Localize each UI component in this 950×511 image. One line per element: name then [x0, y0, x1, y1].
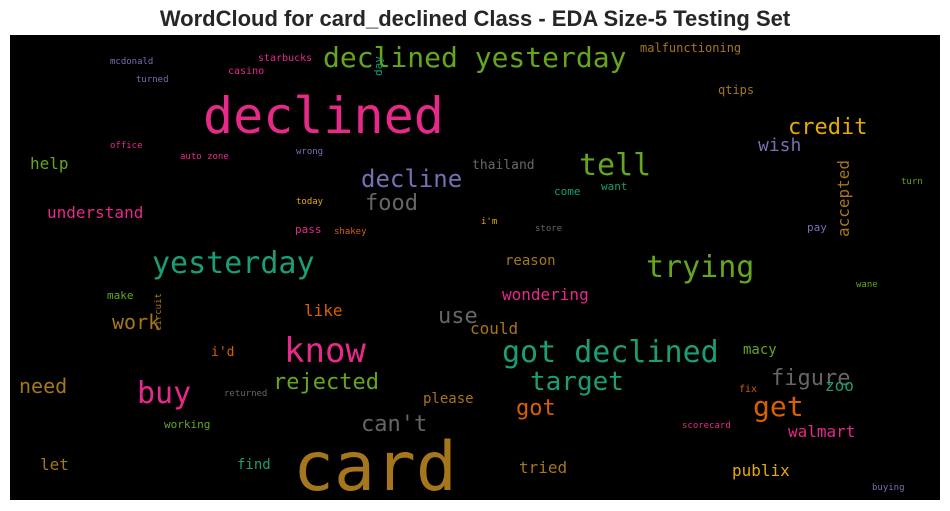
- word-wondering: wondering: [502, 285, 589, 304]
- word-turn: turn: [901, 177, 923, 187]
- word-day: day: [372, 56, 385, 76]
- word-malfunctioning: malfunctioning: [640, 41, 741, 55]
- word-get: get: [753, 390, 804, 423]
- word-rejected: rejected: [273, 370, 379, 395]
- word-returned: returned: [224, 389, 267, 399]
- word-help: help: [30, 154, 69, 173]
- word-credit: credit: [788, 115, 867, 140]
- word-yesterday: yesterday: [152, 246, 315, 281]
- word-reason: reason: [505, 253, 556, 269]
- word-circuit: circuit: [154, 293, 164, 331]
- word-declined-yesterday: declined yesterday: [323, 41, 626, 74]
- word-accepted: accepted: [834, 160, 853, 237]
- word-buying: buying: [872, 483, 905, 493]
- wordcloud-canvas: card declined declined yesterday know got de…: [10, 35, 940, 500]
- word-figure: figure: [771, 366, 850, 391]
- word-store: store: [535, 224, 562, 234]
- word-zoo: zoo: [825, 376, 854, 395]
- word-fix: fix: [739, 384, 757, 395]
- word-card: card: [293, 428, 457, 500]
- word-need: need: [19, 374, 67, 398]
- word-wish: wish: [758, 135, 801, 156]
- wordcloud-svg: card declined declined yesterday know got de…: [19, 41, 923, 500]
- word-starbucks: starbucks: [258, 53, 312, 64]
- word-please: please: [423, 391, 474, 407]
- word-decline: decline: [361, 165, 462, 193]
- word-work: work: [112, 310, 160, 334]
- word-find: find: [237, 457, 271, 473]
- word-mcdonald: mcdonald: [110, 57, 153, 67]
- word-auto-zone: auto zone: [180, 152, 229, 162]
- word-casino: casino: [228, 66, 264, 77]
- word-pay: pay: [807, 221, 827, 234]
- word-walmart: walmart: [788, 422, 855, 441]
- word-let: let: [40, 455, 69, 474]
- word-pass: pass: [295, 223, 322, 236]
- word-thailand: thailand: [472, 158, 535, 173]
- word-i-m: i'm: [481, 217, 497, 227]
- word-make: make: [107, 289, 134, 302]
- word-working: working: [164, 418, 210, 431]
- word-food: food: [365, 191, 418, 216]
- word-buy: buy: [137, 376, 191, 411]
- word-tried: tried: [519, 458, 567, 477]
- word-publix: publix: [732, 461, 790, 480]
- word-i-d: i'd: [211, 345, 234, 360]
- word-trying: trying: [646, 250, 754, 285]
- word-come: come: [554, 185, 581, 198]
- word-could: could: [470, 319, 518, 338]
- word-tell: tell: [579, 148, 651, 183]
- word-know: know: [284, 331, 366, 371]
- chart-title: WordCloud for card_declined Class - EDA …: [159, 6, 791, 31]
- word-use: use: [438, 304, 478, 329]
- word-today: today: [296, 197, 324, 207]
- word-got: got: [516, 396, 556, 421]
- word-qtips: qtips: [718, 83, 754, 97]
- word-scorecard: scorecard: [682, 421, 731, 431]
- word-declined: declined: [203, 87, 444, 145]
- word-target: target: [530, 367, 624, 397]
- word-office: office: [110, 141, 143, 151]
- word-wrong: wrong: [296, 147, 323, 157]
- word-turned: turned: [136, 75, 169, 85]
- word-shakey: shakey: [334, 227, 367, 237]
- word-macy: macy: [743, 342, 777, 358]
- word-want: want: [601, 180, 628, 193]
- word-like: like: [304, 301, 343, 320]
- word-understand: understand: [47, 203, 143, 222]
- word-got-declined: got declined: [502, 335, 719, 370]
- word-wane: wane: [856, 280, 878, 290]
- word-can-t: can't: [361, 412, 427, 437]
